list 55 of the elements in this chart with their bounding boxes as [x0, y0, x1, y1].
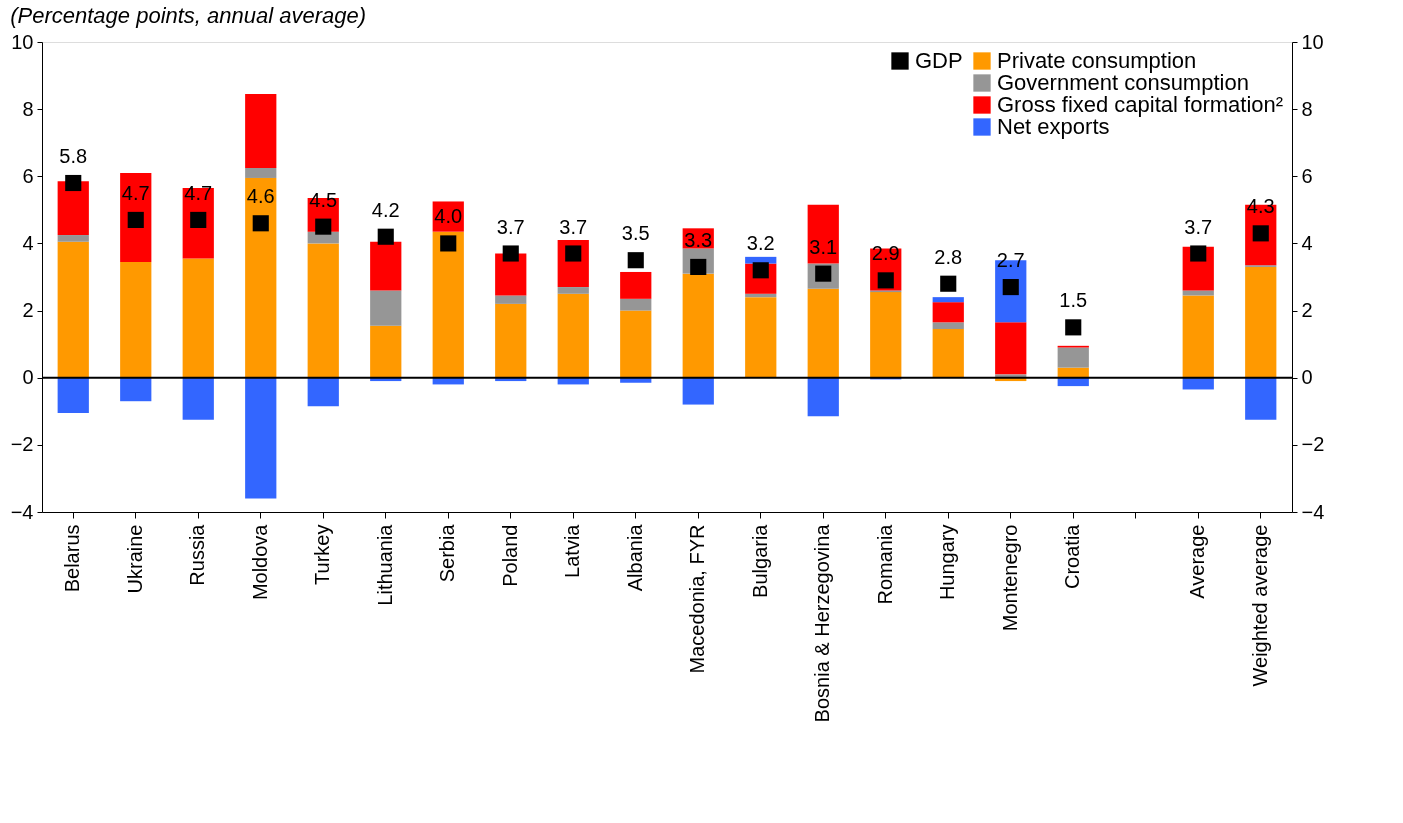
x-tick-label: Bosnia & Herzegovina: [811, 523, 834, 723]
legend-label: GDP: [915, 48, 963, 73]
data-label: 4.7: [184, 181, 213, 204]
y2-tick-label: 4: [1301, 231, 1313, 254]
x-tick-label: Weighted average: [1248, 524, 1271, 687]
data-label: 3.5: [621, 222, 650, 245]
y-tick-label: 10: [11, 30, 34, 53]
y-tick-label: 2: [22, 299, 34, 322]
x-tick-label: Turkey: [311, 524, 334, 585]
x-tick-label: Croatia: [1061, 523, 1084, 589]
y2-tick-label: 10: [1301, 30, 1324, 53]
legend-label: Private consumption: [997, 48, 1197, 73]
x-tick-label: Macedonia, FYR: [686, 524, 709, 674]
y-tick-label: −2: [10, 433, 34, 456]
data-label: 3.1: [809, 235, 838, 258]
data-label: 3.3: [684, 228, 713, 251]
y-tick-label: −4: [10, 500, 34, 523]
data-label: 1.5: [1059, 289, 1088, 312]
x-tick-label: Latvia: [561, 523, 584, 578]
data-label: 4.0: [434, 205, 463, 228]
legend-label: Net exports: [997, 114, 1110, 139]
x-tick-label: Russia: [186, 523, 209, 586]
data-label: 4.7: [121, 181, 150, 204]
x-tick-label: Bulgaria: [748, 523, 771, 598]
data-label: 5.8: [59, 145, 88, 167]
chart-subtitle: (Percentage points, annual average): [10, 3, 367, 28]
data-label: 3.7: [496, 215, 525, 238]
y-tick-label: 0: [22, 366, 34, 389]
x-tick-label: Belarus: [61, 524, 84, 593]
y2-tick-label: 2: [1301, 299, 1313, 322]
x-tick-label: Albania: [623, 523, 646, 592]
x-tick-label: Romania: [873, 523, 896, 605]
y-tick-label: 6: [22, 164, 34, 187]
x-tick-label: Serbia: [436, 523, 459, 583]
data-label: 2.8: [934, 245, 963, 268]
y-tick-label: 4: [22, 231, 34, 254]
y2-tick-label: 8: [1301, 97, 1313, 120]
y2-tick-label: −2: [1301, 433, 1325, 456]
y-tick-label: 8: [22, 97, 34, 120]
y2-tick-label: −4: [1301, 500, 1325, 523]
x-tick-label: Montenegro: [998, 524, 1021, 632]
x-tick-label: Ukraine: [123, 524, 146, 594]
x-tick-label: Poland: [498, 524, 521, 587]
x-tick-label: Average: [1186, 524, 1209, 599]
data-label: 4.6: [246, 185, 275, 208]
data-label: 3.2: [746, 232, 775, 255]
x-tick-label: Lithuania: [373, 523, 396, 606]
data-label: 2.9: [871, 242, 900, 265]
x-tick-label: Hungary: [936, 524, 959, 601]
x-tick-label: Moldova: [248, 523, 271, 601]
y2-tick-label: 6: [1301, 164, 1313, 187]
data-label: 3.7: [559, 215, 588, 238]
data-label: 3.7: [1184, 215, 1213, 238]
y2-tick-label: 0: [1301, 366, 1313, 389]
data-label: 4.2: [371, 198, 400, 221]
